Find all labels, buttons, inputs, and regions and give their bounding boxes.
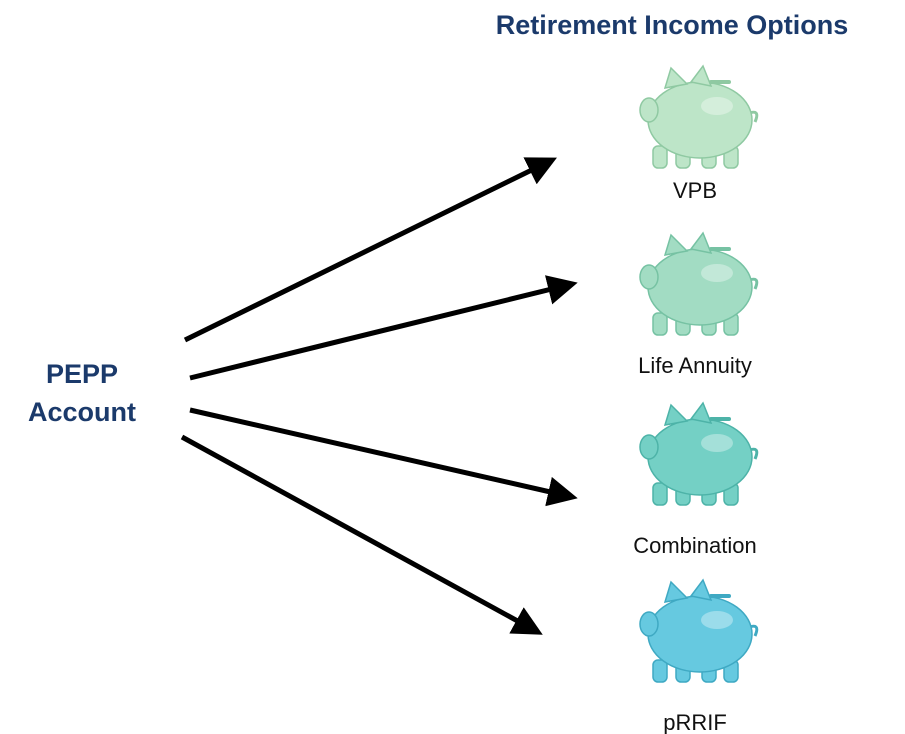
piggy-bank: [640, 233, 757, 335]
arrow: [190, 410, 568, 496]
pig-leg: [653, 660, 667, 682]
pig-slot: [709, 80, 731, 84]
pig-snout: [640, 98, 658, 122]
pig-ear: [665, 235, 687, 255]
pig-ear: [691, 66, 711, 86]
diagram: Retirement Income Options PEPP Account V…: [0, 0, 905, 734]
pig-leg: [653, 483, 667, 505]
option-label: Combination: [633, 533, 757, 558]
pig-leg: [653, 313, 667, 335]
option-label: Life Annuity: [638, 353, 752, 378]
pig-shine: [701, 434, 733, 452]
pig-body: [648, 249, 752, 325]
source-label: Account: [28, 397, 136, 427]
arrows: [182, 162, 568, 630]
arrow: [182, 437, 534, 630]
pig-leg: [653, 146, 667, 168]
pig-slot: [709, 247, 731, 251]
pig-snout: [640, 265, 658, 289]
source-label: PEPP: [46, 359, 118, 389]
piggy-bank: [640, 580, 757, 682]
pig-slot: [709, 417, 731, 421]
option-label: pRRIF: [663, 710, 727, 734]
pig-body: [648, 419, 752, 495]
pig-ear: [691, 580, 711, 600]
arrow: [190, 285, 568, 378]
option-label: VPB: [673, 178, 717, 203]
pig-snout: [640, 435, 658, 459]
pig-ear: [665, 405, 687, 425]
pig-ear: [691, 403, 711, 423]
piggy-bank: [640, 403, 757, 505]
pig-body: [648, 596, 752, 672]
pig-shine: [701, 97, 733, 115]
pig-slot: [709, 594, 731, 598]
pig-snout: [640, 612, 658, 636]
pig-shine: [701, 611, 733, 629]
pig-ear: [665, 582, 687, 602]
pig-ear: [665, 68, 687, 88]
piggy-bank: [640, 66, 757, 168]
pig-ear: [691, 233, 711, 253]
arrow: [185, 162, 548, 340]
title: Retirement Income Options: [496, 10, 849, 40]
pig-body: [648, 82, 752, 158]
pig-shine: [701, 264, 733, 282]
